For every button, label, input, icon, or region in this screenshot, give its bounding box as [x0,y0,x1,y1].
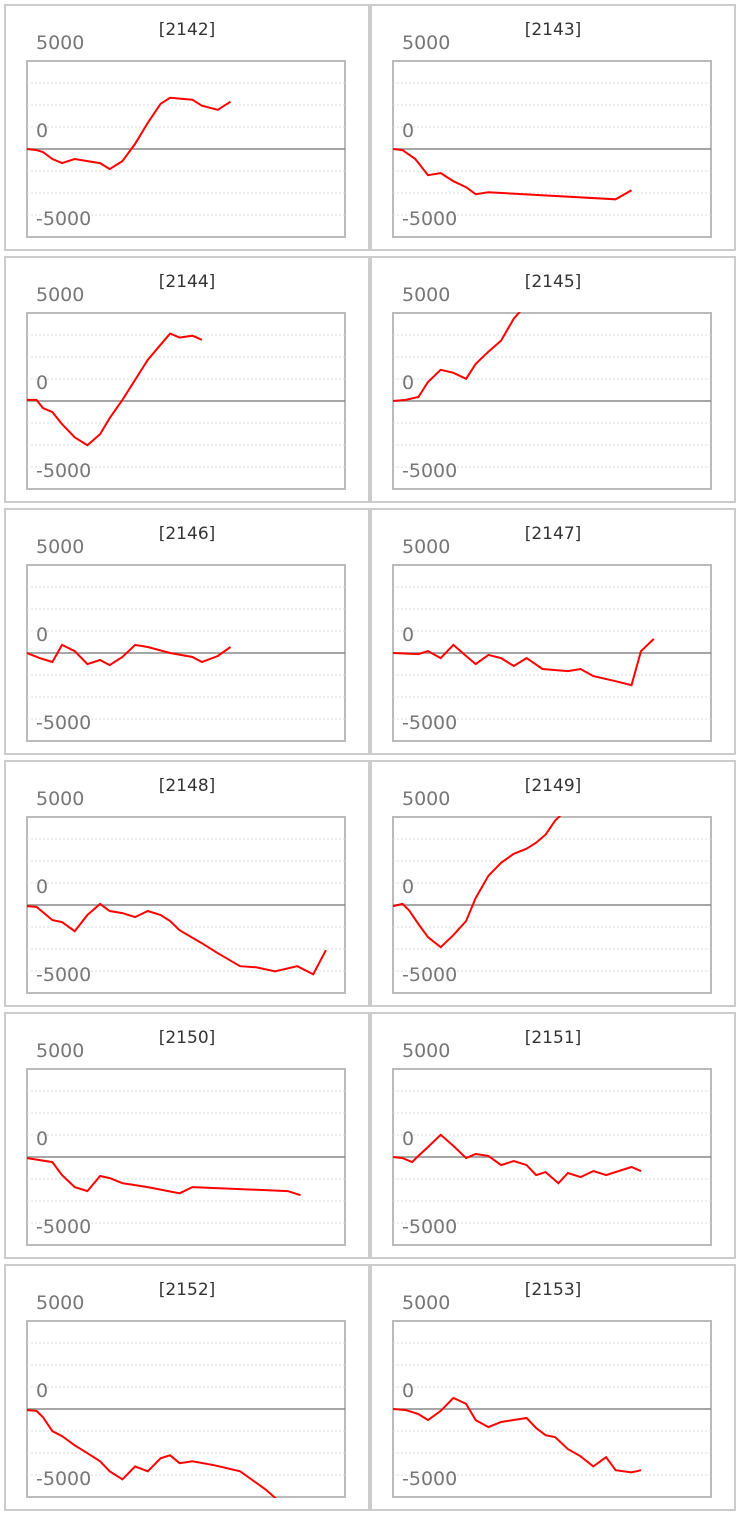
y-tick-label: 0 [36,876,48,898]
y-tick-label: 0 [36,624,48,646]
y-tick-label: 0 [402,1380,414,1402]
data-line [393,1133,642,1185]
chart-title: [2153] [525,1280,582,1300]
y-tick-label: 0 [402,120,414,142]
y-tick-label: -5000 [402,460,457,482]
data-line [393,1396,642,1474]
chart-title: [2142] [159,20,216,40]
y-tick-label: 0 [36,120,48,142]
data-line [27,902,327,976]
chart: [2145] -5000 0 5000 [392,272,712,490]
chart: [2142] -5000 0 5000 [26,20,346,238]
y-tick-label: 5000 [36,1040,84,1062]
y-tick-label: 5000 [36,788,84,810]
y-tick-label: -5000 [36,460,91,482]
data-line [393,638,655,687]
chart: [2150] -5000 0 5000 [26,1028,346,1246]
y-tick-label: 5000 [402,284,450,306]
data-line [27,1157,301,1197]
chart-panel: [2143] -5000 0 5000 [370,4,736,251]
chart-title: [2145] [525,272,582,292]
y-tick-label: 0 [402,876,414,898]
y-tick-label: 0 [36,372,48,394]
data-line [393,148,632,201]
y-tick-label: 5000 [36,284,84,306]
chart-title: [2151] [525,1028,582,1048]
y-tick-label: -5000 [402,964,457,986]
chart-panel: [2144] -5000 0 5000 [4,256,370,503]
chart: [2148] -5000 0 5000 [26,776,346,994]
chart: [2146] -5000 0 5000 [26,524,346,742]
y-tick-label: 0 [36,1128,48,1150]
chart-panel: [2142] -5000 0 5000 [4,4,370,251]
chart-panel: [2146] -5000 0 5000 [4,508,370,755]
chart-title: [2152] [159,1280,216,1300]
y-tick-label: 0 [402,1128,414,1150]
data-line [27,96,232,171]
data-line [393,816,562,949]
y-tick-label: 0 [36,1380,48,1402]
y-tick-label: 5000 [36,1292,84,1314]
data-line [27,332,203,447]
chart: [2153] -5000 0 5000 [392,1280,712,1498]
chart-panel: [2149] -5000 0 5000 [370,760,736,1007]
chart-title: [2143] [525,20,582,40]
chart-panel: [2148] -5000 0 5000 [4,760,370,1007]
y-tick-label: 0 [402,372,414,394]
y-tick-label: 5000 [402,536,450,558]
y-tick-label: -5000 [36,208,91,230]
chart-title: [2148] [159,776,216,796]
chart-title: [2150] [159,1028,216,1048]
chart: [2147] -5000 0 5000 [392,524,712,742]
y-tick-label: -5000 [36,964,91,986]
chart-panel: [2145] -5000 0 5000 [370,256,736,503]
chart-panel: [2150] -5000 0 5000 [4,1012,370,1259]
y-tick-label: 5000 [402,788,450,810]
chart-title: [2147] [525,524,582,544]
y-tick-label: 5000 [402,32,450,54]
y-tick-label: -5000 [36,1468,91,1490]
y-tick-label: -5000 [402,712,457,734]
y-tick-label: 5000 [36,32,84,54]
chart: [2143] -5000 0 5000 [392,20,712,238]
chart: [2152] -5000 0 5000 [26,1280,346,1498]
data-line [27,1409,277,1498]
chart-title: [2146] [159,524,216,544]
chart: [2149] -5000 0 5000 [392,776,712,994]
y-tick-label: 5000 [36,536,84,558]
y-tick-label: -5000 [402,1216,457,1238]
y-tick-label: -5000 [36,1216,91,1238]
chart: [2144] -5000 0 5000 [26,272,346,490]
y-tick-label: -5000 [402,1468,457,1490]
y-tick-label: 5000 [402,1040,450,1062]
chart-panel: [2153] -5000 0 5000 [370,1264,736,1511]
chart-panel: [2152] -5000 0 5000 [4,1264,370,1511]
chart-panel: [2151] -5000 0 5000 [370,1012,736,1259]
y-tick-label: -5000 [402,208,457,230]
y-tick-label: 0 [402,624,414,646]
chart-panel: [2147] -5000 0 5000 [370,508,736,755]
chart-title: [2144] [159,272,216,292]
data-line [393,312,522,402]
y-tick-label: -5000 [36,712,91,734]
data-line [27,643,232,667]
chart-title: [2149] [525,776,582,796]
y-tick-label: 5000 [402,1292,450,1314]
chart: [2151] -5000 0 5000 [392,1028,712,1246]
